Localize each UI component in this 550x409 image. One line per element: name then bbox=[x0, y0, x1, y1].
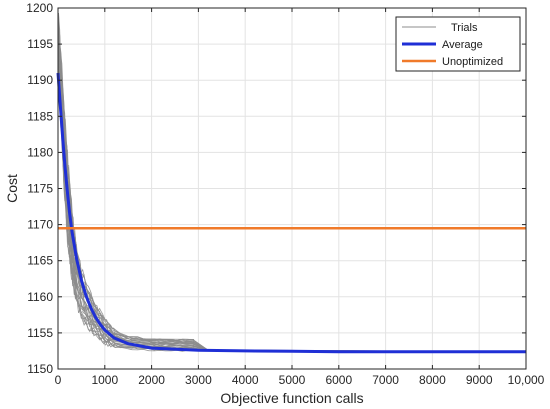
x-axis-label: Objective function calls bbox=[220, 390, 363, 406]
x-tick-label: 1000 bbox=[91, 373, 118, 387]
y-tick-label: 1185 bbox=[27, 109, 53, 123]
y-axis-label: Cost bbox=[4, 174, 20, 203]
legend: Trials Average Unoptimized bbox=[395, 16, 521, 72]
legend-label-average: Average bbox=[442, 39, 483, 51]
x-tick-label: 9000 bbox=[466, 373, 493, 387]
x-tick-label: 2000 bbox=[138, 373, 165, 387]
average-series bbox=[56, 72, 526, 354]
y-tick-label: 1150 bbox=[27, 362, 53, 376]
x-tick-label: 4000 bbox=[232, 373, 259, 387]
x-tick-label: 10,000 bbox=[508, 373, 545, 387]
y-tick-label: 1180 bbox=[27, 145, 53, 159]
y-tick-label: 1195 bbox=[27, 37, 53, 51]
y-tick-label: 1160 bbox=[27, 290, 53, 304]
axis-ticks: 0 1000 2000 3000 4000 5000 6000 7000 8000 9000 10,… bbox=[26, 1, 544, 387]
y-tick-label: 1170 bbox=[27, 218, 53, 232]
y-tick-label: 1165 bbox=[27, 254, 53, 268]
y-tick-label: 1175 bbox=[27, 182, 53, 196]
trial-line bbox=[57, 12, 527, 353]
x-tick-label: 6000 bbox=[325, 373, 352, 387]
x-tick-label: 5000 bbox=[279, 373, 306, 387]
legend-label-trials: Trials bbox=[451, 22, 478, 34]
x-tick-label: 8000 bbox=[419, 373, 446, 387]
x-tick-label: 3000 bbox=[185, 373, 212, 387]
average-line bbox=[56, 72, 526, 354]
trial-line bbox=[57, 50, 527, 353]
y-tick-label: 1155 bbox=[27, 326, 53, 340]
y-tick-label: 1190 bbox=[27, 73, 53, 87]
y-tick-label: 1200 bbox=[26, 1, 53, 15]
x-tick-label: 7000 bbox=[372, 373, 399, 387]
x-tick-label: 0 bbox=[55, 373, 62, 387]
legend-label-unoptimized: Unoptimized bbox=[442, 56, 503, 68]
trial-line bbox=[57, 13, 527, 353]
